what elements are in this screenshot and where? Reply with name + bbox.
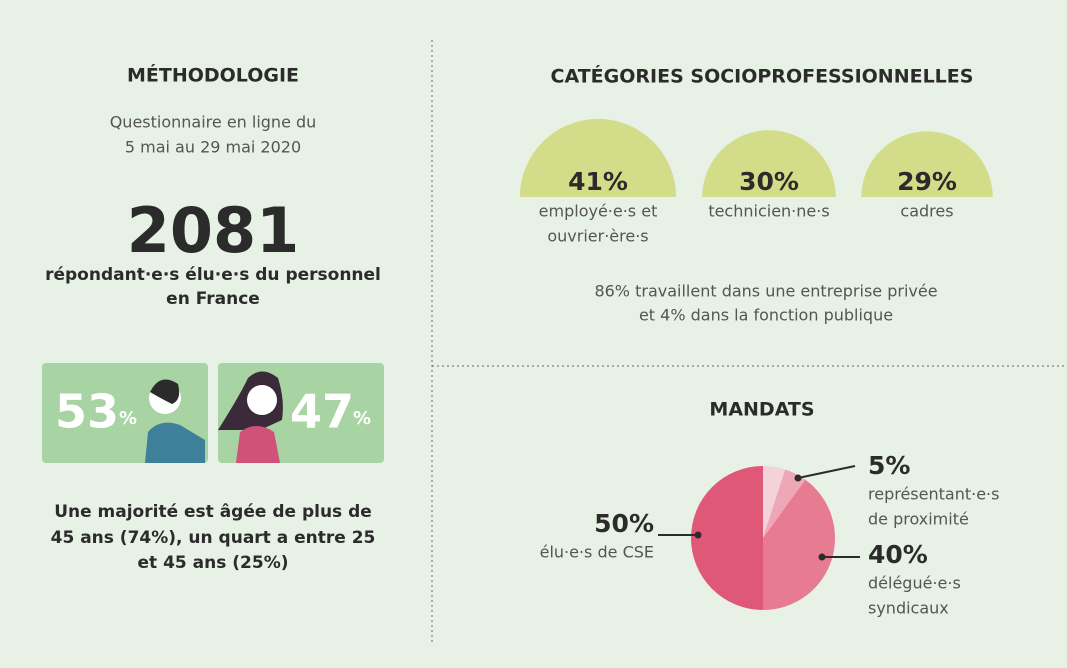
percent: 53 [55,385,119,439]
person-head [247,385,277,415]
category-label: cadres [900,202,953,221]
category-label: technicien·ne·s [708,202,829,221]
person-hair [150,379,180,404]
person [236,426,280,463]
slice-label: syndicaux [868,599,949,618]
percent: 47 [290,385,354,439]
section-title: MÉTHODOLOGIE [127,64,299,87]
text: et 4% dans la fonction publique [639,306,893,325]
pie-slice [763,469,806,538]
percent-unit: % [119,408,137,429]
gender-boxes: 53% 47% [42,363,384,463]
big-number: 2081 [127,194,300,267]
percent: 30% [739,167,799,196]
slice-label: délégué·e·s [868,574,961,593]
half-disc [702,130,836,197]
percent: 50% [594,509,654,538]
leader-dot [818,553,826,561]
slice-label: élu·e·s de CSE [540,543,654,562]
text: 86% travaillent dans une entreprise priv… [594,282,937,301]
percent-unit: % [353,408,371,429]
leader-line [797,465,856,479]
percent: 40% [868,540,928,569]
text: Une majorité est âgée de plus de [54,502,372,522]
text: 5 mai au 29 mai 2020 [125,138,301,157]
percent: 41% [568,167,628,196]
person [145,422,205,463]
leader-dot [794,474,802,482]
category-label: ouvrier·ère·s [547,227,648,246]
category-label: employé·e·s et [539,202,658,221]
text: Questionnaire en ligne du [110,113,317,132]
section-title: CATÉGORIES SOCIOPROFESSIONNELLES [551,65,974,88]
categories: 41% employé·e·s et ouvrier·ère·s 30% technic… [519,118,993,246]
slice-label: représentant·e·s [868,485,999,504]
pie-slice [763,479,836,610]
text: et 45 ans (25%) [138,553,289,573]
pie-slice [691,466,763,610]
section-title: MANDATS [709,399,814,421]
text: répondant·e·s élu·e·s du personnel [45,265,381,285]
half-disc [861,131,993,197]
pie: 50% élu·e·s de CSE 40% délégué·e·s syndicaux… [540,451,1000,618]
percent: 5% [868,451,910,480]
percent: 29% [897,167,957,196]
slice-label: de proximité [868,510,969,529]
text: 45 ans (74%), un quart a entre 25 [51,528,376,548]
half-disc [519,118,677,197]
text: en France [166,289,260,309]
leader-dot [694,531,702,539]
